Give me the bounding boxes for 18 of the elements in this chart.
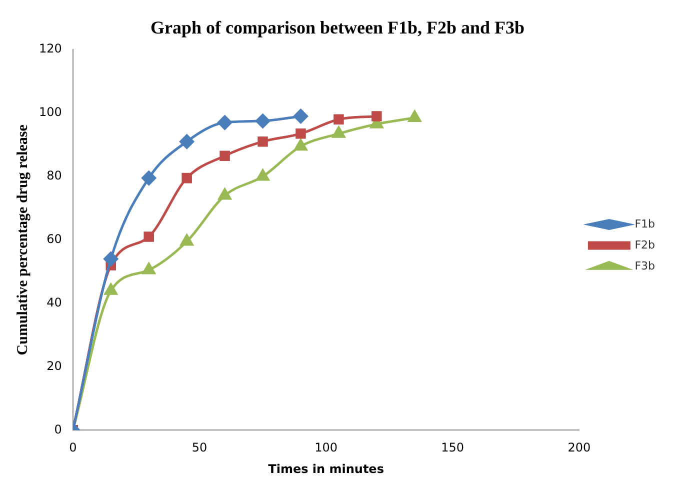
legend-label: F3b	[634, 259, 656, 272]
y-tick-label: 100	[39, 105, 62, 120]
y-tick-label: 120	[39, 42, 62, 56]
x-tick-label: 200	[568, 440, 591, 455]
x-tick-label: 50	[192, 440, 208, 455]
y-tick-label: 20	[46, 358, 62, 373]
y-axis-title: Cumulative percentage drug release	[14, 124, 31, 356]
x-tick-label: 150	[441, 440, 464, 455]
x-tick-label: 0	[69, 440, 77, 455]
y-tick-label: 40	[46, 295, 62, 310]
y-tick-label: 80	[46, 168, 62, 183]
y-tick-label: 60	[46, 232, 62, 246]
y-tick-label: 0	[54, 422, 62, 436]
chart-title: Graph of comparison between F1b, F2b and F3b	[150, 17, 525, 38]
x-tick-label: 100	[314, 440, 338, 455]
x-axis-title: Times in minutes	[268, 462, 384, 476]
legend-label: F1b	[634, 217, 656, 230]
legend-label: F2b	[634, 238, 656, 252]
